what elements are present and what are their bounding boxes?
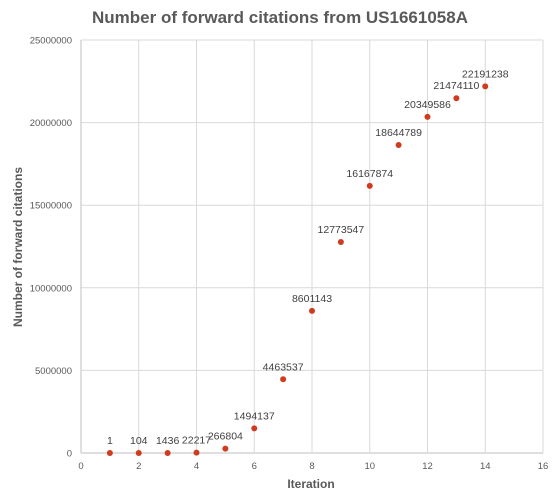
y-tick-label: 0 [67, 449, 72, 460]
x-tick-label: 0 [78, 461, 83, 472]
data-point [482, 83, 488, 89]
data-label: 18644789 [375, 127, 422, 139]
data-label: 21474110 [433, 80, 479, 92]
data-point [107, 450, 113, 456]
gridlines [81, 40, 543, 453]
data-label: 22217 [182, 435, 211, 447]
data-label: 4463537 [263, 361, 304, 373]
data-point [309, 308, 315, 314]
data-point [338, 239, 344, 245]
data-point [194, 450, 200, 456]
x-tick-label: 8 [309, 461, 314, 472]
x-tick-label: 14 [480, 461, 491, 472]
data-labels: 1 104 143622217266804 1494137 4463537 8601143… [107, 68, 509, 447]
data-label: 20349586 [404, 99, 451, 111]
data-label: 266804 [208, 431, 243, 443]
data-point [453, 95, 459, 101]
y-axis-title: Number of forward citations [11, 167, 25, 327]
data-point [136, 450, 142, 456]
data-point [396, 142, 402, 148]
data-label: 1494137 [234, 410, 275, 422]
data-point [165, 450, 171, 456]
data-point [425, 114, 431, 120]
data-label: 1436 [156, 435, 180, 447]
y-tick-label: 20000000 [30, 118, 72, 129]
x-tick-label: 2 [136, 461, 141, 472]
y-tick-label: 10000000 [30, 283, 72, 294]
x-axis-title: Iteration [287, 477, 334, 491]
chart-title: Number of forward citations from US16610… [92, 8, 468, 27]
x-tick-label: 6 [252, 461, 257, 472]
data-point [280, 376, 286, 382]
data-label: 16167874 [346, 168, 393, 180]
data-points [107, 83, 488, 456]
data-point [367, 183, 373, 189]
data-label: 8601143 [292, 293, 332, 305]
y-tick-label: 15000000 [30, 201, 72, 212]
tick-labels: 0 5000000 10000000 15000000 20000000 25000000… [30, 36, 549, 473]
data-label: 22191238 [462, 68, 509, 80]
x-tick-label: 16 [538, 461, 549, 472]
y-tick-label: 5000000 [35, 366, 72, 377]
x-tick-label: 4 [194, 461, 199, 472]
data-label: 1 [107, 435, 113, 447]
data-label: 104 [130, 435, 148, 447]
data-point [251, 425, 257, 431]
x-tick-label: 12 [422, 461, 433, 472]
x-tick-label: 10 [364, 461, 375, 472]
data-label: 12773547 [318, 224, 365, 236]
y-tick-label: 25000000 [30, 36, 72, 47]
data-point [222, 446, 228, 452]
